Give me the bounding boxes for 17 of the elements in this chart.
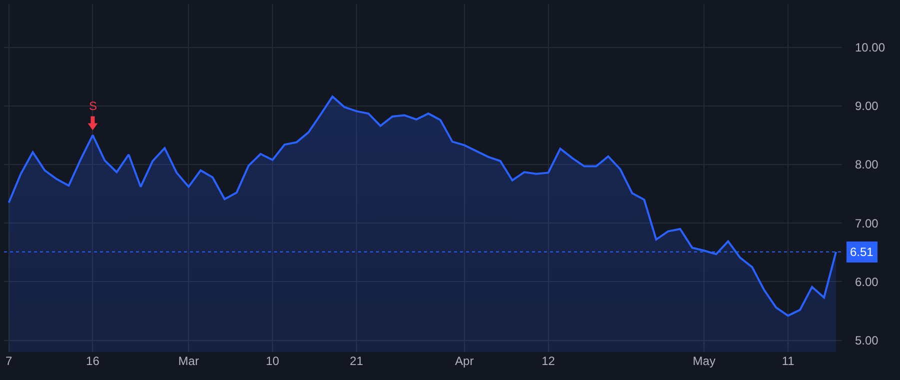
x-tick-label: 10 [266,354,280,368]
y-tick-label: 10.00 [855,40,886,55]
ref-line-label: 6.51 [850,245,874,259]
y-tick-label: 6.00 [855,274,879,289]
y-tick-label: 9.00 [855,99,879,114]
y-tick-label: 7.00 [855,216,879,230]
x-tick-label: Mar [178,354,199,368]
x-tick-label: 16 [86,354,100,368]
y-tick-label: 8.00 [855,158,879,172]
x-tick-label: 7 [5,354,12,368]
x-tick-label: 11 [782,354,795,368]
x-tick-label: 21 [350,354,364,368]
annotation: S [89,99,98,113]
x-tick-label: Apr [455,354,474,368]
x-tick-label: 12 [542,354,556,368]
y-tick-label: 5.00 [855,333,879,348]
x-tick-label: May [692,354,716,368]
